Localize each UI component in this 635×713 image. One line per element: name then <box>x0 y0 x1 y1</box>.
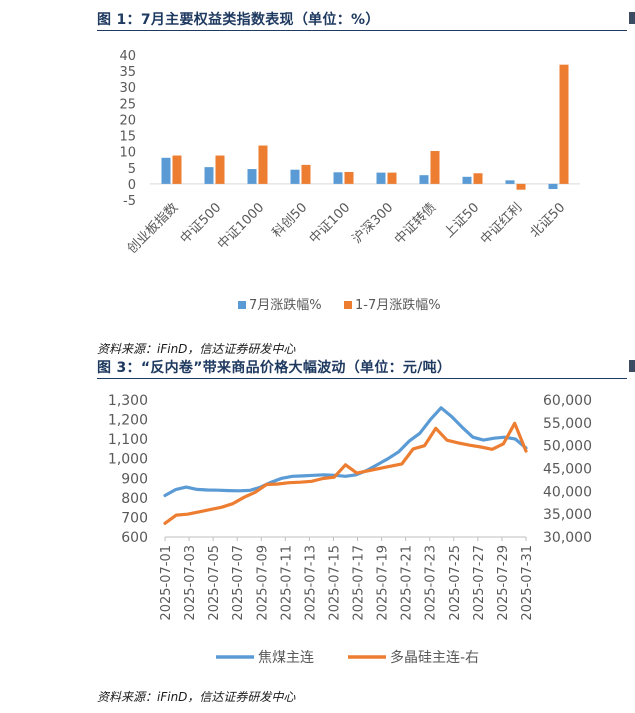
bar-jul <box>505 180 515 184</box>
x-tick-label: 2025-07-15 <box>327 545 342 621</box>
bar-jul <box>462 176 472 184</box>
bar-ytd <box>387 172 397 184</box>
bar-ytd <box>215 155 225 184</box>
x-tick-label: 2025-07-19 <box>376 545 391 621</box>
y-tick-label: 30 <box>119 81 136 96</box>
bar-jul <box>204 167 214 184</box>
bar-jul <box>290 169 300 184</box>
x-tick-label: 2025-07-03 <box>183 545 198 621</box>
x-tick-label: 2025-07-09 <box>255 545 270 621</box>
bar-jul <box>161 157 171 184</box>
left-y-tick-label: 1,000 <box>108 452 148 468</box>
bar-jul <box>247 169 257 184</box>
y-tick-label: 15 <box>119 130 136 145</box>
right-y-tick-label: 30,000 <box>543 530 592 546</box>
x-tick-label: 2025-07-11 <box>279 545 294 621</box>
figure-3-source: 资料来源：iFinD，信达证券研发中心 <box>97 690 296 704</box>
y-tick-label: 5 <box>128 162 136 177</box>
right-y-tick-label: 45,000 <box>543 462 592 478</box>
bar-jul <box>333 172 343 184</box>
figure-1-title: 图 1：7月主要权益类指数表现（单位：%） <box>97 12 380 28</box>
y-tick-label: 0 <box>128 178 136 193</box>
x-tick-label: 中证转债 <box>392 200 439 247</box>
left-y-tick-label: 1,100 <box>108 432 148 448</box>
legend-label: 多晶硅主连-右 <box>390 649 479 666</box>
left-y-tick-label: 700 <box>121 510 148 526</box>
x-tick-label: 2025-07-23 <box>424 545 439 621</box>
legend-label: 1-7月涨跌幅% <box>355 297 441 313</box>
x-tick-label: 2025-07-29 <box>496 545 511 621</box>
y-tick-label: 20 <box>119 113 136 128</box>
x-tick-label: 上证50 <box>442 200 483 241</box>
right-y-tick-label: 50,000 <box>543 439 592 455</box>
left-y-tick-label: 600 <box>121 530 148 546</box>
legend-swatch <box>238 301 246 309</box>
y-tick-label: 35 <box>119 65 136 80</box>
chart-3-line-chart: 600 700 800 900 1,000 1,100 1,200 1,300 30,000 35… <box>108 393 592 666</box>
right-y-tick-label: 55,000 <box>543 416 592 432</box>
series-line-polysilicon <box>163 421 528 525</box>
bar-ytd <box>430 151 440 184</box>
legend-label: 焦煤主连 <box>258 650 314 666</box>
figure-1-source: 资料来源：iFinD，信达证券研发中心 <box>97 342 296 356</box>
legend-label: 7月涨跌幅% <box>249 297 322 313</box>
right-y-tick-label: 60,000 <box>543 393 592 409</box>
x-tick-label: 2025-07-27 <box>472 545 487 621</box>
figure-1-title-rule <box>97 30 627 31</box>
x-tick-label: 2025-07-25 <box>448 545 463 621</box>
bar-ytd <box>473 173 483 184</box>
x-tick-label: 2025-07-07 <box>231 545 246 621</box>
x-tick-label: 2025-07-01 <box>159 545 174 621</box>
y-tick-label: 40 <box>119 49 136 64</box>
x-tick-label: 科创50 <box>270 200 311 241</box>
bar-ytd <box>301 164 311 184</box>
x-tick-label: 中证1000 <box>215 200 267 252</box>
bar-jul <box>419 175 429 184</box>
x-tick-label: 北证50 <box>528 200 569 241</box>
next-column-edge-mark-2 <box>629 360 635 372</box>
bar-jul <box>548 183 558 190</box>
bar-ytd <box>344 171 354 184</box>
x-tick-label: 2025-07-05 <box>207 545 222 621</box>
x-tick-label: 2025-07-31 <box>520 545 535 621</box>
right-y-tick-label: 40,000 <box>543 484 592 500</box>
left-y-tick-label: 1,200 <box>108 413 148 429</box>
y-tick-label: -5 <box>123 194 136 209</box>
bar-ytd <box>172 155 182 184</box>
legend-swatch <box>344 301 352 309</box>
y-tick-label: 10 <box>119 146 136 161</box>
x-tick-label: 沪深300 <box>349 200 396 247</box>
left-y-tick-label: 800 <box>121 491 148 507</box>
x-tick-label: 2025-07-13 <box>303 545 318 621</box>
next-column-edge-mark <box>629 12 635 24</box>
x-tick-label: 中证100 <box>307 200 354 247</box>
left-y-tick-label: 900 <box>121 471 148 487</box>
left-y-tick-label: 1,300 <box>108 393 148 409</box>
x-tick-label: 2025-07-21 <box>400 545 415 621</box>
y-tick-label: 25 <box>119 97 136 112</box>
figure-3-title-rule <box>97 378 627 379</box>
bar-ytd <box>559 64 569 184</box>
right-y-tick-label: 35,000 <box>543 507 592 523</box>
x-tick-label: 中证红利 <box>477 200 525 248</box>
bar-ytd <box>516 183 526 190</box>
series-line-coking-coal <box>163 406 528 498</box>
figure-3-title: 图 3：“反内卷”带来商品价格大幅波动（单位：元/吨） <box>97 360 452 376</box>
x-tick-label: 2025-07-17 <box>352 545 367 621</box>
bar-jul <box>376 172 386 184</box>
bar-ytd <box>258 145 268 184</box>
